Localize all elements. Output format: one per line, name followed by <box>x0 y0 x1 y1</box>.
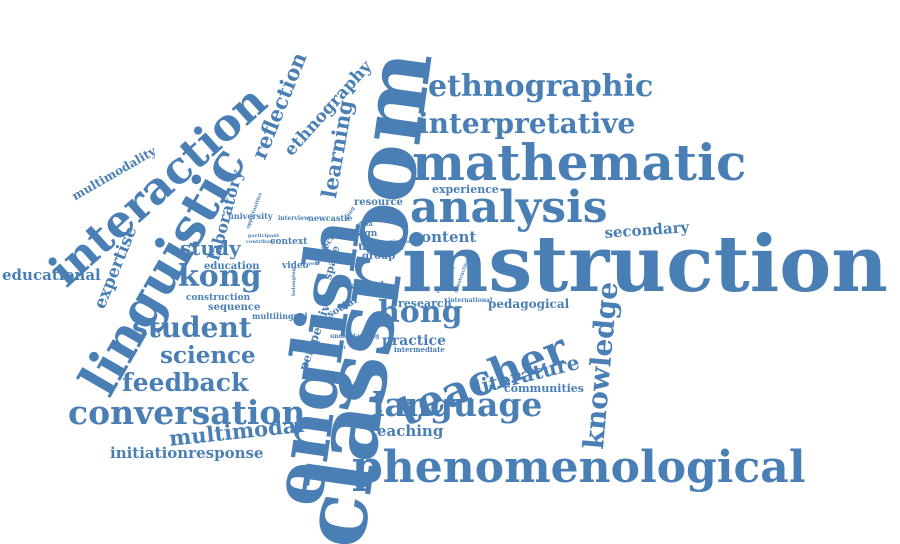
word-design: design <box>344 229 378 239</box>
word-international: international <box>448 297 493 304</box>
word-belonging: belonging <box>291 267 297 296</box>
word-school: school <box>348 281 385 292</box>
word-instruction: instruction <box>402 219 888 310</box>
word-sequence: sequence <box>208 302 261 313</box>
word-contribute: contribute <box>246 239 276 245</box>
word-pedagogical: pedagogical <box>488 297 570 311</box>
word-classes: classes <box>390 239 410 245</box>
word-university: university <box>228 211 273 221</box>
word-educational: educational <box>2 266 101 284</box>
word-feedback: feedback <box>122 368 249 397</box>
word-student: student <box>132 311 252 344</box>
word-construction: construction <box>186 293 251 303</box>
word-teaching: teaching <box>370 422 444 440</box>
word-practice: practice <box>382 333 446 349</box>
word-context: context <box>270 237 308 247</box>
word-initiationresponse: initiationresponse <box>110 444 264 462</box>
word-uptake: uptake <box>358 239 405 253</box>
word-environment: environment <box>310 345 346 351</box>
word-understanding: understanding <box>330 333 380 340</box>
word-interview: interview <box>278 215 310 222</box>
word-talk: talk <box>332 281 346 288</box>
word-group: group <box>362 251 396 262</box>
word-ethnographic: ethnographic <box>428 69 654 104</box>
word-science: science <box>160 342 256 369</box>
word-resource: resource <box>354 197 403 208</box>
word-participant: participant <box>248 233 280 239</box>
word-video: video <box>282 261 309 271</box>
word-education: education <box>204 261 260 272</box>
word-conversation: conversation <box>68 393 306 432</box>
word-analysis: analysis <box>410 182 608 233</box>
word-hong: hong <box>378 295 463 330</box>
word-multilingual: multilingual <box>252 311 308 321</box>
word-year: year <box>308 261 320 267</box>
word-communities: communities <box>504 382 584 395</box>
word-newcastle: newcastle <box>308 213 353 223</box>
word-interpretative: interpretative <box>418 107 636 140</box>
word-mathematic: mathematic <box>412 133 747 192</box>
word-experience: experience <box>432 183 499 196</box>
word-research: research <box>398 297 452 310</box>
word-kong: kong <box>178 259 262 294</box>
word-data: data <box>358 221 373 228</box>
word-content: content <box>412 228 477 246</box>
word-language: language <box>372 385 543 424</box>
word-phenomenological: phenomenological <box>352 442 806 493</box>
word-intermediate: intermediate <box>394 345 445 354</box>
word-paper: paper <box>306 253 323 259</box>
word-study: study <box>180 236 241 260</box>
